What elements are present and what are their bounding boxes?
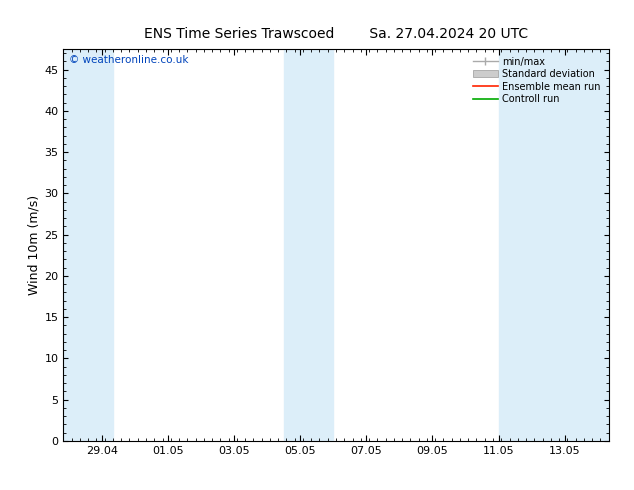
Bar: [498, 49, 609, 441]
Y-axis label: Wind 10m (m/s): Wind 10m (m/s): [27, 195, 40, 295]
Text: © weatheronline.co.uk: © weatheronline.co.uk: [69, 55, 188, 65]
Legend: min/max, Standard deviation, Ensemble mean run, Controll run: min/max, Standard deviation, Ensemble me…: [470, 54, 604, 107]
Bar: [63, 49, 113, 441]
Bar: [284, 49, 333, 441]
Title: ENS Time Series Trawscoed        Sa. 27.04.2024 20 UTC: ENS Time Series Trawscoed Sa. 27.04.2024…: [144, 27, 528, 41]
